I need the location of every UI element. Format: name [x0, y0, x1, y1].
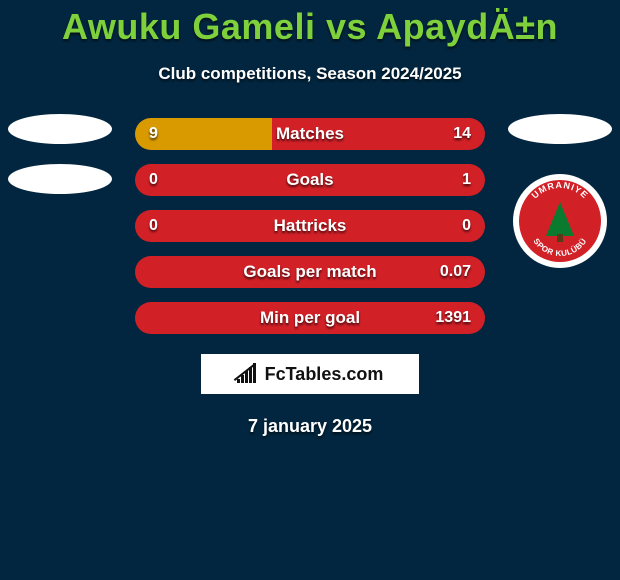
right-player-column: UMRANIYE SPOR KULÜBÜ — [500, 114, 620, 268]
stat-value-left: 0 — [149, 217, 158, 235]
subtitle: Club competitions, Season 2024/2025 — [0, 64, 620, 84]
brand-icon-bar — [237, 379, 240, 383]
brand-text: FcTables.com — [265, 364, 384, 385]
player-avatar-placeholder — [8, 164, 112, 194]
page-title: Awuku Gameli vs ApaydÄ±n — [0, 0, 620, 48]
stat-label: Min per goal — [260, 308, 360, 328]
stat-rows: 9 Matches 14 0 Goals 1 0 Hattricks 0 Goals per ma… — [135, 118, 485, 334]
stat-row: Min per goal 1391 — [135, 302, 485, 334]
stat-value-left: 0 — [149, 171, 158, 189]
club-badge-inner: UMRANIYE SPOR KULÜBÜ — [519, 180, 601, 262]
stat-value-right: 14 — [453, 125, 471, 143]
stat-label: Goals per match — [243, 262, 376, 282]
left-player-column — [0, 114, 120, 194]
svg-text:UMRANIYE: UMRANIYE — [530, 180, 591, 201]
brand-chart-icon — [237, 365, 259, 383]
stat-value-right: 1391 — [435, 309, 471, 327]
club-tree-icon — [546, 202, 574, 236]
stat-value-left: 9 — [149, 125, 158, 143]
player-avatar-placeholder — [8, 114, 112, 144]
brand-box: FcTables.com — [201, 354, 419, 394]
stat-row: 0 Hattricks 0 — [135, 210, 485, 242]
stats-area: UMRANIYE SPOR KULÜBÜ 9 Matches 14 0 Goals 1 0 H… — [0, 118, 620, 334]
club-badge: UMRANIYE SPOR KULÜBÜ — [513, 174, 607, 268]
player-avatar-placeholder — [508, 114, 612, 144]
stat-row: 9 Matches 14 — [135, 118, 485, 150]
stat-value-right: 0.07 — [440, 263, 471, 281]
stat-row: Goals per match 0.07 — [135, 256, 485, 288]
date-text: 7 january 2025 — [0, 416, 620, 437]
stat-value-right: 0 — [462, 217, 471, 235]
stat-label: Matches — [276, 124, 344, 144]
stat-value-right: 1 — [462, 171, 471, 189]
stat-label: Goals — [286, 170, 333, 190]
stat-label: Hattricks — [274, 216, 347, 236]
stat-row: 0 Goals 1 — [135, 164, 485, 196]
